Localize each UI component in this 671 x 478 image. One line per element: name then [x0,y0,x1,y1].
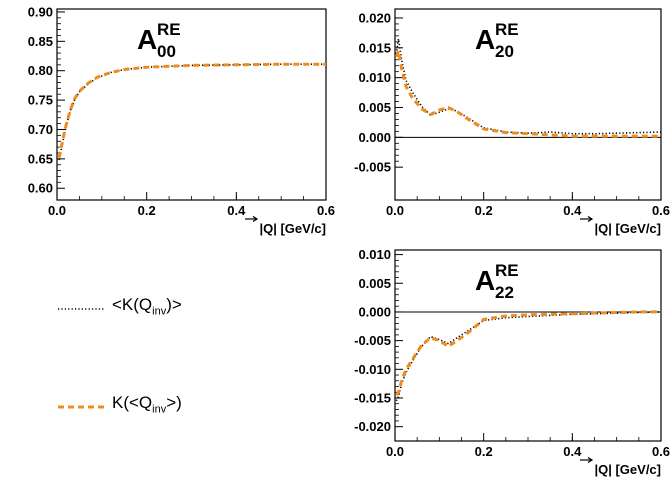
x-tick-label: 0.6 [317,203,335,218]
y-tick-label: -0.015 [354,390,391,405]
y-tick-label: -0.005 [354,333,391,348]
y-tick-label: 0.000 [358,304,391,319]
legend-label-dashed-post: >) [166,393,182,412]
legend-label-dashed-pre: K(<Q [112,393,153,412]
y-tick-label: 0.60 [28,181,53,196]
plot-frame [394,8,662,201]
legend-label-dotted-post: )> [166,295,182,314]
y-tick-label: 0.005 [358,276,391,291]
series-line-dotted [395,311,662,402]
x-tick-label: 0.6 [652,444,670,459]
panel-title-sub: 20 [495,42,514,61]
panel-title-sup: RE [495,261,519,280]
vector-arrowhead-icon [252,215,259,223]
y-tick-label: 0.015 [358,40,391,55]
y-tick-label: 0.65 [28,151,53,166]
series-line-dotted [58,63,326,161]
x-tick-label: 0.2 [138,203,156,218]
series-line-dotted [395,37,662,135]
y-tick-label: -0.010 [354,362,391,377]
panel-title-sup: RE [495,20,519,39]
panel-title-sub: 22 [495,283,514,302]
plot-frame [394,249,662,442]
y-tick-label: 0.005 [358,100,391,115]
y-tick-label: -0.005 [354,160,391,175]
vector-arrowhead-icon [587,456,594,464]
y-tick-label: 0.020 [358,10,391,25]
x-tick-label: 0.2 [475,203,493,218]
series-line-dashed [57,62,326,158]
y-tick-label: 0.010 [358,70,391,85]
x-tick-label: 0.0 [48,203,66,218]
y-tick-label: 0.85 [28,34,53,49]
x-tick-label: 0.4 [563,203,582,218]
x-tick-label: 0.2 [475,444,493,459]
panel-title: A [475,265,495,296]
y-tick-label: 0.010 [358,247,391,262]
y-tick-label: 0.75 [28,93,53,108]
y-tick-label: 0.000 [358,130,391,145]
legend-entry-dashed: K(<Qinv>) [112,393,182,415]
legend-label-dotted-sub: inv [152,305,167,318]
plot-panel-a22: -0.020 -0.015 -0.010 -0.005 0.000 0.005 0.010 0… [354,247,670,477]
plot-frame [56,8,327,201]
series-line-dashed [394,49,661,138]
panel-title-sub: 00 [157,42,176,61]
legend-entry-dotted: <K(Qinv)> [112,295,182,317]
x-axis-label: |Q| [GeV/c] [594,221,661,236]
y-tick-label: 0.70 [28,122,53,137]
y-tick-label: 0.90 [28,4,53,19]
y-tick-label: -0.020 [354,419,391,434]
x-tick-label: 0.4 [227,203,246,218]
legend-lines [58,308,104,409]
x-tick-label: 0.6 [652,203,670,218]
x-tick-label: 0.0 [386,444,404,459]
vector-arrowhead-icon [587,215,594,223]
panel-title: A [137,24,157,55]
x-tick-label: 0.4 [563,444,582,459]
panel-title-sup: RE [157,20,181,39]
legend-label-dashed-sub: inv [152,403,167,416]
panel-title: A [475,24,495,55]
x-axis-label: |Q| [GeV/c] [594,462,661,477]
plot-panel-a00: 0.60 0.65 0.70 0.75 0.80 0.85 0.90 0.0 0.2 0.4 0.6… [28,4,335,236]
x-axis-label: |Q| [GeV/c] [259,221,326,236]
series-line-dashed [395,310,661,397]
legend-label-dotted-pre: <K(Q [112,295,153,314]
x-tick-label: 0.0 [386,203,404,218]
plot-panel-a20: -0.005 0.000 0.005 0.010 0.015 0.020 0.0 0.2 0.4… [354,8,670,236]
y-tick-label: 0.80 [28,63,53,78]
